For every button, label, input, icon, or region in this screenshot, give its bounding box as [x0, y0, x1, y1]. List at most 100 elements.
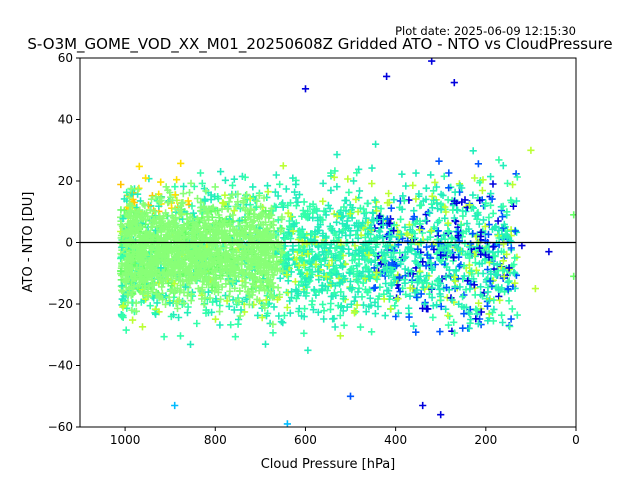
- data-point: [440, 231, 448, 239]
- data-point: [394, 295, 402, 303]
- data-point: [485, 221, 493, 229]
- data-point: [270, 283, 278, 291]
- data-point: [192, 249, 200, 257]
- data-point: [263, 224, 271, 232]
- data-point: [460, 272, 468, 280]
- data-point: [398, 170, 406, 178]
- data-point: [324, 250, 332, 258]
- data-point: [444, 219, 452, 227]
- data-point: [406, 292, 414, 300]
- data-point: [151, 208, 159, 216]
- data-point: [342, 207, 350, 215]
- data-point: [132, 307, 140, 315]
- data-point: [331, 323, 339, 331]
- data-point: [189, 209, 197, 217]
- data-point: [508, 198, 516, 206]
- data-point: [333, 151, 341, 159]
- data-point: [451, 273, 459, 281]
- data-point: [406, 245, 414, 254]
- data-point: [489, 180, 497, 188]
- data-point: [223, 297, 231, 305]
- data-point: [421, 216, 430, 225]
- data-point: [499, 257, 507, 265]
- data-point: [249, 183, 257, 191]
- data-point: [246, 264, 254, 272]
- data-point: [441, 203, 449, 211]
- data-point: [422, 184, 430, 192]
- data-point: [339, 307, 347, 315]
- data-point: [266, 211, 274, 219]
- data-point: [143, 209, 151, 217]
- data-point: [350, 177, 358, 185]
- y-tick-label: 40: [58, 113, 73, 127]
- data-point: [437, 251, 445, 259]
- data-point: [416, 202, 424, 210]
- data-point: [296, 245, 304, 253]
- data-point: [134, 224, 142, 232]
- data-point: [198, 284, 206, 292]
- data-point: [136, 264, 144, 272]
- data-point: [475, 299, 483, 307]
- data-point: [217, 256, 226, 264]
- data-point: [295, 246, 303, 254]
- data-point: [153, 270, 161, 279]
- data-point: [253, 244, 261, 252]
- data-point: [372, 207, 381, 215]
- x-tick-label: 400: [384, 433, 407, 447]
- data-point: [320, 307, 328, 315]
- data-point: [423, 279, 431, 287]
- data-point: [295, 191, 304, 199]
- data-point: [505, 264, 513, 272]
- data-point: [355, 284, 363, 292]
- data-point: [227, 321, 235, 329]
- data-point: [187, 297, 195, 305]
- data-point: [463, 220, 471, 228]
- data-point: [274, 216, 282, 224]
- data-point-outlier: [518, 242, 526, 250]
- data-point: [509, 202, 517, 210]
- data-point: [198, 270, 206, 278]
- data-point: [144, 233, 152, 241]
- data-point: [423, 272, 431, 280]
- data-point: [283, 303, 291, 312]
- data-point: [387, 204, 395, 212]
- data-point: [395, 273, 404, 281]
- data-point: [269, 245, 277, 253]
- data-point: [346, 277, 354, 286]
- data-point: [286, 199, 295, 207]
- data-point: [359, 240, 367, 248]
- data-point: [485, 213, 493, 221]
- data-point: [441, 214, 449, 222]
- data-point: [277, 227, 285, 236]
- data-point: [306, 202, 314, 210]
- data-point: [202, 306, 210, 314]
- data-point: [142, 227, 150, 235]
- data-point: [348, 256, 356, 265]
- data-point: [503, 179, 512, 187]
- data-point: [140, 249, 148, 257]
- data-point: [487, 268, 495, 276]
- data-point: [489, 209, 497, 217]
- data-point: [469, 191, 477, 199]
- data-point: [292, 194, 300, 202]
- data-point: [507, 315, 515, 323]
- data-point: [445, 228, 453, 236]
- data-point: [212, 274, 220, 282]
- data-point: [193, 194, 202, 203]
- data-point: [374, 302, 382, 311]
- data-point: [318, 287, 326, 295]
- x-tick-label: 600: [294, 433, 317, 447]
- data-point: [264, 300, 272, 308]
- data-point: [385, 198, 393, 207]
- data-point: [320, 315, 328, 323]
- data-point: [353, 227, 362, 235]
- data-point: [471, 174, 479, 182]
- data-point: [345, 249, 353, 257]
- data-point: [373, 216, 381, 224]
- data-point: [348, 214, 356, 222]
- data-point: [217, 295, 225, 303]
- data-point: [272, 203, 280, 211]
- data-point: [246, 223, 254, 231]
- data-point: [442, 252, 450, 260]
- x-axis-label: Cloud Pressure [hPa]: [261, 457, 396, 472]
